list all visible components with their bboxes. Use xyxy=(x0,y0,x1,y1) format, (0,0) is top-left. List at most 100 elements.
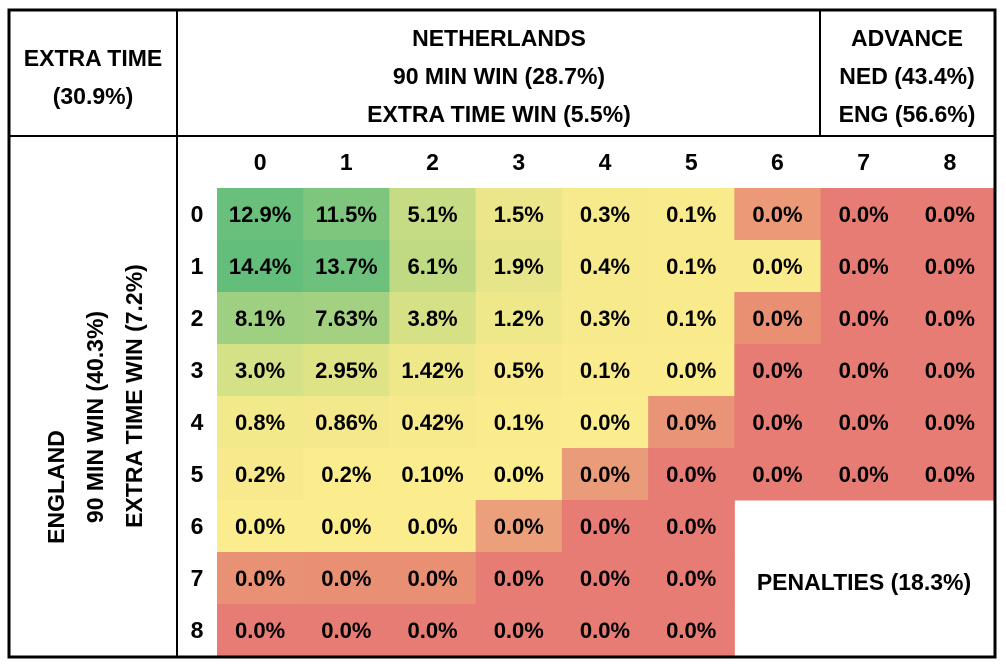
heatmap-cell xyxy=(389,240,477,293)
heatmap-cell xyxy=(475,552,563,605)
row-tick-label: 3 xyxy=(191,357,204,383)
heatmap-cell xyxy=(648,396,735,449)
heatmap-cell xyxy=(561,344,649,397)
cell-value-label: 0.0% xyxy=(839,306,889,331)
col-tick-label: 1 xyxy=(340,149,353,175)
cell-value-label: 0.0% xyxy=(321,566,371,591)
england-extra-time-win: EXTRA TIME WIN (7.2%) xyxy=(121,264,147,528)
heatmap-cell xyxy=(217,188,304,241)
heatmap-cell xyxy=(303,552,390,605)
cell-value-label: 0.4% xyxy=(580,254,630,279)
penalties-label: PENALTIES (18.3%) xyxy=(757,569,971,595)
row-tick-label: 8 xyxy=(191,617,204,643)
cell-value-label: 1.5% xyxy=(494,202,544,227)
cell-value-label: 0.0% xyxy=(666,462,716,487)
cell-value-label: 14.4% xyxy=(229,254,291,279)
heatmap-cell xyxy=(734,188,822,241)
heatmap-cell xyxy=(561,188,649,241)
heatmap-cell xyxy=(217,240,304,293)
heatmap-cell xyxy=(475,292,563,345)
corner-extra-time-label: EXTRA TIME xyxy=(24,45,162,71)
heatmap-cell xyxy=(217,292,304,345)
col-tick-label: 3 xyxy=(512,149,525,175)
heatmap-cell xyxy=(389,344,477,397)
cell-value-label: 0.0% xyxy=(580,462,630,487)
heatmap-cell xyxy=(820,396,908,449)
cell-value-label: 0.0% xyxy=(580,410,630,435)
cell-value-label: 0.0% xyxy=(235,566,285,591)
cell-value-label: 0.0% xyxy=(494,462,544,487)
corner-extra-time-pct: (30.9%) xyxy=(53,83,134,109)
cell-value-label: 0.0% xyxy=(752,254,802,279)
heatmap-cell xyxy=(303,500,390,553)
row-tick-label: 4 xyxy=(191,409,204,435)
cell-value-label: 5.1% xyxy=(407,202,457,227)
heatmap-cell xyxy=(303,292,390,345)
heatmap-cell xyxy=(820,188,908,241)
heatmap-cell xyxy=(906,396,994,449)
cell-value-label: 0.0% xyxy=(925,358,975,383)
heatmap-cell xyxy=(303,240,390,293)
row-tick-label: 5 xyxy=(191,461,204,487)
cell-value-label: 0.0% xyxy=(407,566,457,591)
heatmap-cell xyxy=(906,188,994,241)
heatmap-cell xyxy=(820,344,908,397)
heatmap-cell xyxy=(475,344,563,397)
col-tick-label: 5 xyxy=(685,149,698,175)
heatmap-cell xyxy=(648,448,735,501)
heatmap-cell xyxy=(820,240,908,293)
heatmap-cell xyxy=(303,604,390,657)
heatmap-cell xyxy=(734,396,822,449)
cell-value-label: 0.3% xyxy=(580,202,630,227)
heatmap-cell xyxy=(561,292,649,345)
england-title: ENGLAND xyxy=(43,430,69,544)
cell-value-label: 7.63% xyxy=(315,306,377,331)
heatmap-cell xyxy=(561,240,649,293)
netherlands-title: NETHERLANDS xyxy=(412,25,586,51)
cell-value-label: 13.7% xyxy=(315,254,377,279)
cell-value-label: 0.0% xyxy=(752,462,802,487)
england-90min-win: 90 MIN WIN (40.3%) xyxy=(82,311,108,523)
cell-value-label: 0.0% xyxy=(666,514,716,539)
cell-value-labels: 12.9% 11.5% 5.1% 1.5% 0.3% 0.1% 0.0% 0.0% 0.0% 14… xyxy=(229,202,975,643)
cell-value-label: 0.1% xyxy=(580,358,630,383)
heatmap-cell xyxy=(389,552,477,605)
netherlands-extra-time-win: EXTRA TIME WIN (5.5%) xyxy=(367,101,631,127)
heatmap-cell xyxy=(217,500,304,553)
heatmap-cell xyxy=(561,396,649,449)
cell-value-label: 0.8% xyxy=(235,410,285,435)
cell-value-label: 0.0% xyxy=(580,514,630,539)
cell-value-label: 12.9% xyxy=(229,202,291,227)
heatmap-cell xyxy=(648,552,735,605)
cell-value-label: 0.2% xyxy=(235,462,285,487)
cell-value-label: 0.0% xyxy=(580,618,630,643)
heatmap-cell xyxy=(475,500,563,553)
cell-value-label: 8.1% xyxy=(235,306,285,331)
heatmap-cell xyxy=(648,240,735,293)
cell-value-label: 0.0% xyxy=(494,618,544,643)
cell-value-label: 0.0% xyxy=(925,202,975,227)
heatmap-cell xyxy=(475,396,563,449)
heatmap-cell xyxy=(561,500,649,553)
heatmap-cell xyxy=(217,344,304,397)
cell-value-label: 0.0% xyxy=(321,514,371,539)
cell-value-label: 0.0% xyxy=(407,618,457,643)
heatmap-cell xyxy=(389,500,477,553)
cell-value-label: 0.1% xyxy=(666,254,716,279)
heatmap-cell xyxy=(561,552,649,605)
heatmap-cell xyxy=(217,448,304,501)
heatmap-cell xyxy=(906,240,994,293)
col-tick-label: 2 xyxy=(426,149,439,175)
heatmap-cells xyxy=(217,188,994,657)
cell-value-label: 3.0% xyxy=(235,358,285,383)
cell-value-label: 1.42% xyxy=(401,358,463,383)
cell-value-label: 0.1% xyxy=(666,202,716,227)
heatmap-cell xyxy=(734,344,822,397)
cell-value-label: 6.1% xyxy=(407,254,457,279)
cell-value-label: 0.0% xyxy=(839,358,889,383)
heatmap-cell xyxy=(820,292,908,345)
heatmap-cell xyxy=(475,604,563,657)
cell-value-label: 0.0% xyxy=(494,566,544,591)
cell-value-label: 0.0% xyxy=(407,514,457,539)
